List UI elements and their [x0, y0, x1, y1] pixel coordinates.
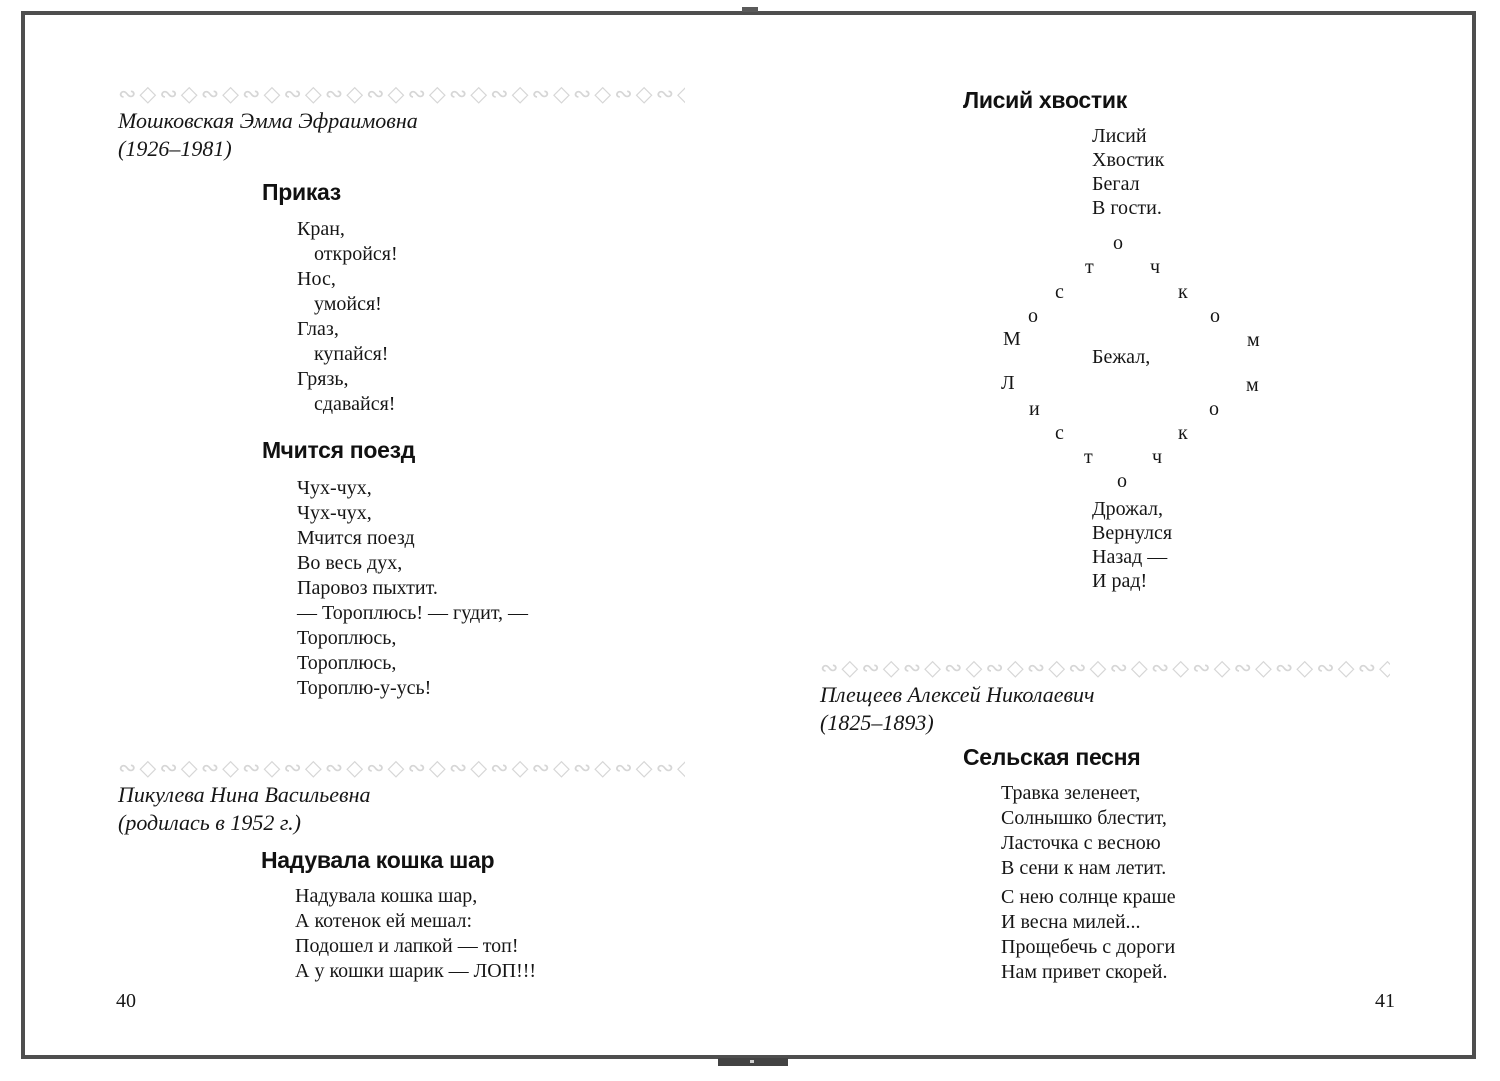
poem-body: Лисий Хвостик Бегал В гости. — [1092, 124, 1164, 220]
book-frame — [21, 11, 1476, 1059]
poem-title: Надувала кошка шар — [261, 847, 495, 873]
circle-letter: о — [1209, 398, 1219, 420]
author-block: Плещеев Алексей Николаевич (1825–1893) — [820, 681, 1095, 737]
poem-line: умойся! — [314, 293, 382, 315]
poem-line: Тороплю-у-усь! — [297, 677, 432, 699]
poem-stanza: Травка зеленеет, Солнышко блестит, Ласто… — [1001, 781, 1167, 881]
poem-line: Кран, — [297, 218, 345, 240]
author-block: Пикулева Нина Васильевна (родилась в 195… — [118, 781, 371, 837]
circle-letter: к — [1178, 422, 1188, 444]
poem-body: Чух-чух, Чух-чух, Мчится поезд Во весь д… — [297, 476, 528, 701]
poem-body: Дрожал, Вернулся Назад — И рад! — [1092, 497, 1172, 593]
ornament-divider: ∾◇∾◇∾◇∾◇∾◇∾◇∾◇∾◇∾◇∾◇∾◇∾◇∾◇∾◇∾◇∾◇∾◇∾◇∾◇∾◇ — [118, 86, 685, 106]
poem-line: Мчится поезд — [297, 527, 415, 549]
page-number: 40 — [116, 990, 136, 1012]
circle-letter: о — [1028, 305, 1038, 327]
poem-line: Лисий — [1092, 125, 1147, 147]
spine-mark-top — [742, 7, 758, 12]
poem-line: Подошел и лапкой — топ! — [295, 935, 519, 957]
poem-line: Тороплюсь, — [297, 627, 397, 649]
ornament-divider: ∾◇∾◇∾◇∾◇∾◇∾◇∾◇∾◇∾◇∾◇∾◇∾◇∾◇∾◇∾◇∾◇∾◇∾◇∾◇∾◇ — [118, 760, 685, 780]
circle-letter: к — [1178, 281, 1188, 303]
circle-letter: о — [1113, 232, 1123, 254]
poem-title: Приказ — [262, 179, 341, 205]
poem-line: Нос, — [297, 268, 336, 290]
poem-line: Травка зеленеет, — [1001, 782, 1141, 804]
circle-letter: м — [1246, 374, 1259, 396]
spine-highlight — [750, 1060, 754, 1063]
author-years: (родилась в 1952 г.) — [118, 810, 301, 835]
author-block: Мошковская Эмма Эфраимовна (1926–1981) — [118, 107, 418, 163]
poem-title: Лисий хвостик — [963, 87, 1127, 113]
circle-letter: с — [1055, 422, 1064, 444]
poem-line: Глаз, — [297, 318, 339, 340]
poem-line: купайся! — [314, 343, 389, 365]
circle-letter: т — [1084, 446, 1093, 468]
poem-line: Во весь дух, — [297, 552, 403, 574]
poem-line: Чух-чух, — [297, 477, 372, 499]
poem-line: Солнышко блестит, — [1001, 807, 1167, 829]
poem-line: Бегал — [1092, 173, 1140, 195]
poem-line: Прощебечь с дороги — [1001, 936, 1176, 958]
poem-line: откройся! — [314, 243, 398, 265]
spine-mark-bottom — [718, 1058, 788, 1066]
poem-line: С нею солнце краше — [1001, 886, 1176, 908]
poem-title: Мчится поезд — [262, 437, 416, 463]
poem-line: Ласточка с весною — [1001, 832, 1161, 854]
poem-line: Тороплюсь, — [297, 652, 397, 674]
circle-letter: Л — [1001, 372, 1015, 394]
poem-title: Сельская песня — [963, 744, 1141, 770]
ornament-divider: ∾◇∾◇∾◇∾◇∾◇∾◇∾◇∾◇∾◇∾◇∾◇∾◇∾◇∾◇∾◇∾◇∾◇∾◇∾◇∾◇ — [820, 660, 1390, 680]
circle-letter: ч — [1150, 256, 1161, 278]
poem-line: Вернулся — [1092, 522, 1173, 544]
poem-stanza: С нею солнце краше И весна милей... Прощ… — [1001, 885, 1176, 985]
poem-line: В сени к нам летит. — [1001, 857, 1167, 879]
poem-line: И рад! — [1092, 570, 1148, 592]
author-name: Плещеев Алексей Николаевич — [820, 682, 1095, 707]
poem-line: Хвостик — [1092, 149, 1165, 171]
poem-line: А котенок ей мешал: — [295, 910, 473, 932]
circle-letter: т — [1085, 256, 1094, 278]
poem-body: Надувала кошка шар, А котенок ей мешал: … — [295, 884, 536, 984]
circle-letter: и — [1029, 398, 1040, 420]
poem-line: — Тороплюсь! — гудит, — — [297, 602, 529, 624]
circle-letter: о — [1210, 305, 1220, 327]
author-years: (1926–1981) — [118, 136, 232, 161]
author-name: Мошковская Эмма Эфраимовна — [118, 108, 418, 133]
poem-line: В гости. — [1092, 197, 1162, 219]
poem-body: Кран, откройся! Нос, умойся! Глаз, купай… — [297, 217, 398, 417]
poem-line: Грязь, — [297, 368, 349, 390]
poem-line: Чух-чух, — [297, 502, 372, 524]
page-number: 41 — [1375, 990, 1395, 1012]
author-years: (1825–1893) — [820, 710, 934, 735]
poem-line: Паровоз пыхтит. — [297, 577, 438, 599]
circle-letter: м — [1247, 329, 1260, 351]
circle-center-word: Бежал, — [1092, 346, 1151, 368]
poem-line: Назад — — [1092, 546, 1168, 568]
circle-letter: ч — [1152, 446, 1163, 468]
circle-letter: о — [1117, 470, 1127, 492]
circle-letter: с — [1055, 281, 1064, 303]
poem-line: И весна милей... — [1001, 911, 1141, 933]
poem-line: Надувала кошка шар, — [295, 885, 478, 907]
poem-line: сдавайся! — [314, 393, 396, 415]
poem-line: А у кошки шарик — ЛОП!!! — [295, 960, 537, 982]
poem-line: Нам привет скорей. — [1001, 961, 1168, 983]
author-name: Пикулева Нина Васильевна — [118, 782, 371, 807]
poem-line: Дрожал, — [1092, 498, 1163, 520]
circle-letter: М — [1003, 328, 1021, 350]
